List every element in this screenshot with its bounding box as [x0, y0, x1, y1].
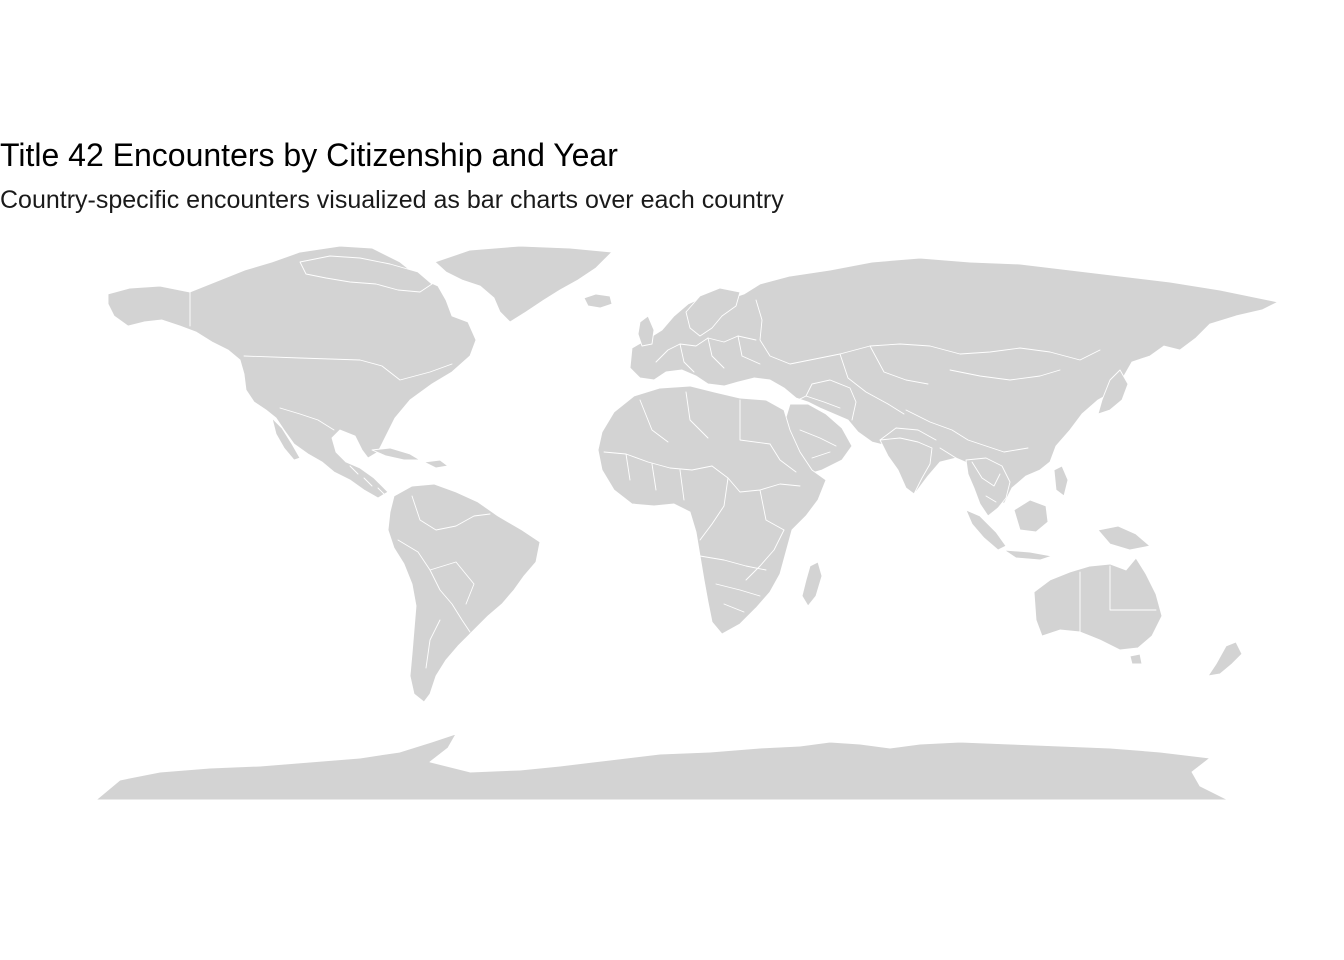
landmass-eurasia	[629, 257, 1279, 505]
border-central-america	[349, 465, 385, 495]
border-south-america-west	[397, 539, 471, 633]
border-southern-africa	[699, 555, 767, 613]
landmass-madagascar	[801, 561, 823, 607]
border-mongolia	[949, 369, 1061, 381]
border-north-africa	[639, 391, 771, 445]
border-middle-east	[789, 379, 857, 421]
landmass-indochina	[965, 457, 1011, 517]
border-australia-states	[1079, 565, 1157, 633]
landmass-new-zealand	[1207, 641, 1243, 677]
border-central-africa	[699, 465, 801, 541]
landmass-baja-california	[271, 417, 301, 461]
border-west-africa	[603, 451, 713, 501]
chart-title: Title 42 Encounters by Citizenship and Y…	[0, 137, 618, 173]
landmass-scandinavia	[685, 287, 741, 337]
border-central-asia	[839, 345, 929, 415]
border-southeast-asia	[971, 461, 1001, 503]
border-russia-south	[809, 343, 1101, 361]
landmass-cuba	[371, 447, 421, 461]
country-borders	[189, 291, 1157, 669]
border-usa-mexico	[279, 407, 335, 431]
landmass-africa	[597, 385, 827, 635]
landmasses	[95, 245, 1279, 801]
landmass-philippines	[1053, 465, 1069, 497]
border-canada-usa	[243, 355, 453, 381]
landmass-hispaniola	[423, 459, 449, 469]
border-india-region	[879, 427, 957, 459]
chart-subtitle: Country-specific encounters visualized a…	[0, 186, 784, 214]
landmass-new-guinea	[1097, 525, 1151, 551]
landmass-antarctica	[95, 733, 1229, 801]
border-south-america-central	[425, 561, 475, 669]
landmass-tasmania	[1129, 653, 1143, 665]
landmass-japan	[1097, 369, 1129, 415]
landmass-iceland	[583, 293, 613, 309]
border-arabia	[799, 429, 837, 459]
landmass-greenland	[434, 245, 613, 323]
border-europe-central	[679, 335, 761, 373]
landmass-india	[879, 437, 933, 495]
landmass-australia	[1033, 557, 1163, 651]
border-russia-west	[755, 299, 811, 365]
landmass-south-america	[387, 483, 541, 703]
landmass-java	[1003, 549, 1053, 561]
border-china-south	[905, 409, 1029, 453]
border-south-america-north	[411, 495, 491, 531]
border-europe-west	[655, 335, 757, 363]
landmass-sumatra	[965, 509, 1007, 551]
landmass-north-america	[107, 245, 477, 499]
border-east-africa	[745, 443, 797, 581]
landmass-great-britain	[637, 315, 655, 347]
landmass-arctic-archipelago	[299, 255, 433, 293]
landmass-borneo	[1013, 499, 1049, 533]
